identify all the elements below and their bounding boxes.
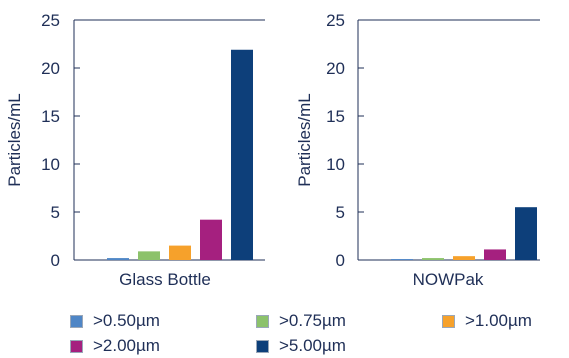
- y-tick-label-1-3: 15: [326, 107, 345, 126]
- bar-0-2: [169, 245, 191, 260]
- legend-swatch-0: [70, 314, 83, 328]
- y-tick-label-0-5: 25: [41, 11, 60, 30]
- legend-item-1: >0.75µm: [256, 310, 346, 332]
- legend-swatch-4: [256, 339, 269, 353]
- y-tick-label-1-1: 5: [336, 203, 345, 222]
- bar-0-3: [200, 219, 222, 260]
- chart-svg: 0 5 10 15 20 25 Particles/mL Glass Bottle 0 5 10 15…: [5, 11, 540, 289]
- legend-swatch-2: [442, 314, 455, 328]
- legend-label-2: >1.00µm: [465, 311, 532, 330]
- y-axis-label-1: Particles/mL: [295, 93, 314, 187]
- bar-1-2: [453, 256, 475, 260]
- bar-0-4: [231, 49, 253, 261]
- bar-1-4: [515, 207, 537, 260]
- y-axis-label-0: Particles/mL: [5, 93, 24, 187]
- bar-0-0: [107, 258, 129, 260]
- bar-1-1: [422, 258, 444, 260]
- y-tick-label-0-3: 15: [41, 107, 60, 126]
- legend-item-2: >1.00µm: [442, 310, 532, 332]
- y-tick-label-1-4: 20: [326, 59, 345, 78]
- y-tick-label-0-0: 0: [51, 251, 60, 270]
- legend-label-0: >0.50µm: [93, 311, 160, 330]
- legend-label-3: >2.00µm: [93, 336, 160, 355]
- legend-swatch-1: [256, 314, 269, 328]
- bar-1-0: [391, 259, 413, 260]
- x-axis-label-0: Glass Bottle: [119, 270, 211, 289]
- bar-1-3: [484, 249, 506, 260]
- legend-item-3: >2.00µm: [70, 335, 160, 357]
- y-tick-label-1-5: 25: [326, 11, 345, 30]
- legend-item-0: >0.50µm: [70, 310, 160, 332]
- y-tick-label-1-0: 0: [336, 251, 345, 270]
- y-tick-label-0-1: 5: [51, 203, 60, 222]
- legend-label-1: >0.75µm: [279, 311, 346, 330]
- bar-0-1: [138, 251, 160, 260]
- x-axis-label-1: NOWPak: [413, 270, 484, 289]
- y-tick-label-1-2: 10: [326, 155, 345, 174]
- legend-swatch-3: [70, 339, 83, 353]
- legend-label-4: >5.00µm: [279, 336, 346, 355]
- y-tick-label-0-2: 10: [41, 155, 60, 174]
- legend-item-4: >5.00µm: [256, 335, 346, 357]
- y-tick-label-0-4: 20: [41, 59, 60, 78]
